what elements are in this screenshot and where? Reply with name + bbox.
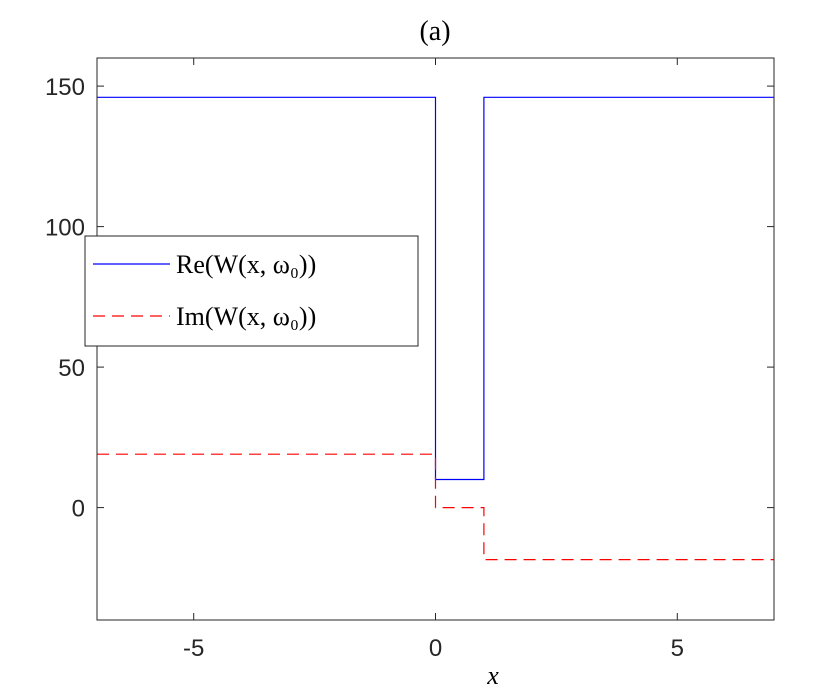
- series-line-im: [97, 453, 774, 561]
- legend-box: [84, 235, 419, 347]
- y-tick-label: 100: [45, 215, 85, 242]
- y-tick-label: 150: [45, 74, 85, 101]
- chart-title: (a): [419, 16, 450, 47]
- y-tick-label: 50: [58, 355, 85, 382]
- y-tick-label: 0: [72, 496, 85, 523]
- series-line-re: [97, 96, 774, 481]
- legend-label-im: Im(W(x, ω₀)): [176, 302, 316, 331]
- legend: Re(W(x, ω₀)) Im(W(x, ω₀)): [84, 235, 419, 347]
- x-tick-label: 5: [671, 635, 684, 662]
- x-tick-label: -5: [183, 635, 204, 662]
- x-tick-label: 0: [429, 635, 442, 662]
- x-axis-label: x: [486, 661, 499, 690]
- legend-label-re: Re(W(x, ω₀)): [176, 250, 316, 279]
- series-layer: [97, 96, 774, 561]
